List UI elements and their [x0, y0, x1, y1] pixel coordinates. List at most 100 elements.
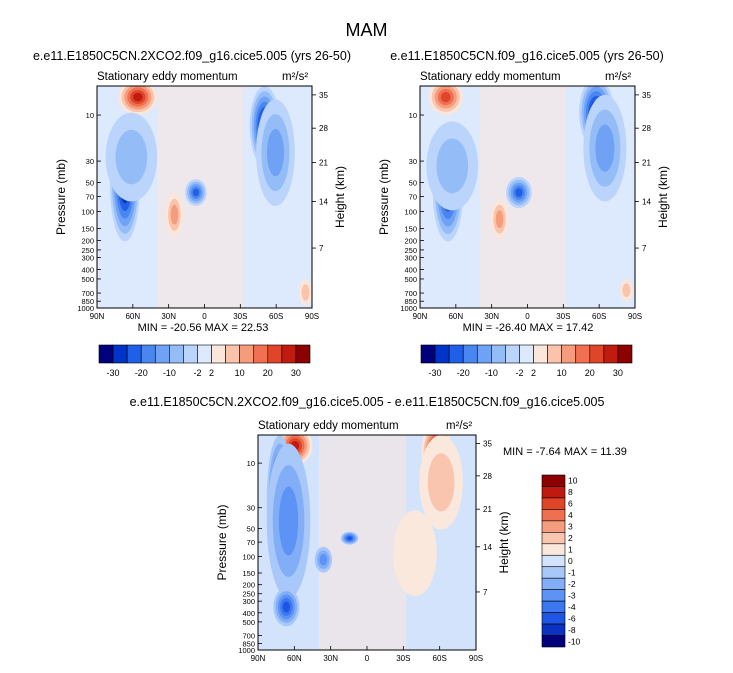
- panel-left-ytick-label: 300: [81, 254, 94, 263]
- panel-right-ytick-label: 700: [404, 289, 417, 298]
- panel-right-colorbar-swatch: [561, 344, 577, 364]
- panel-diff-ytick-label: 400: [242, 609, 255, 618]
- panel-left-colorbar-swatch: [197, 344, 212, 364]
- panel-diff-height-tick-label: 7: [483, 588, 488, 597]
- panel-left-colorbar-swatch: [225, 344, 240, 364]
- panel-right-ytick-label: 30: [409, 157, 417, 166]
- panel-diff-colorbar: [541, 474, 566, 648]
- panel-left-colorbar-swatch: [140, 344, 156, 364]
- panel-right-height-tick-label: 7: [642, 244, 647, 253]
- panel-right-colorbar-swatch: [462, 344, 478, 364]
- panel-left-colorbar-label: -2: [193, 368, 201, 378]
- panel-right-colorbar-swatch: [575, 344, 591, 364]
- panel-diff-ytick-label: 1000: [238, 646, 255, 655]
- panel-right-colorbar-label: -30: [429, 368, 442, 378]
- panel-diff-colorbar-label: -3: [568, 590, 576, 600]
- panel-diff-ytick-label: 250: [242, 590, 255, 599]
- panel-right-xtick-label: 60N: [448, 312, 463, 321]
- panel-left-contour-2-2: [115, 129, 148, 185]
- panel-diff-ytick-label: 200: [242, 581, 255, 590]
- panel-right-colorbar-label: 20: [585, 368, 595, 378]
- panel-left-colorbar-swatch: [126, 344, 142, 364]
- panel-left-colorbar-label: -30: [107, 368, 120, 378]
- panel-right-ytick-label: 200: [404, 237, 417, 246]
- panel-diff-contour-8-1: [393, 510, 437, 597]
- panel-diff-xtick-label: 60S: [433, 654, 447, 663]
- panel-left-ytick-label: 150: [81, 225, 94, 234]
- panel-right-xtick-label: 90S: [628, 312, 642, 321]
- panel-left-xtick-label: 90N: [90, 312, 105, 321]
- panel-left-colorbar-label: -10: [163, 368, 176, 378]
- panel-diff-colorbar-swatch: [541, 543, 566, 556]
- panel-diff-xtick-label: 60N: [287, 654, 302, 663]
- panel-diff-colorbar-swatch: [541, 566, 566, 579]
- panel-right-height-tick-label: 14: [642, 197, 651, 206]
- panel-diff-xtick-label: 30S: [396, 654, 410, 663]
- panel-diff-colorbar-label: -2: [568, 579, 576, 589]
- panel-diff-colorbar-label: -6: [568, 613, 576, 623]
- panel-right-height-tick-label: 35: [642, 91, 651, 100]
- panel-right-field: [420, 86, 635, 308]
- panel-right-height-tick-label: 21: [642, 159, 651, 168]
- panel-right-contour-4-3: [495, 210, 504, 229]
- panel-right-ytick-label: 400: [404, 266, 417, 275]
- panel-diff-colorbar-swatch: [541, 486, 566, 499]
- panel-left-colorbar-swatch: [239, 344, 255, 364]
- panel-right-contour-0-5: [440, 92, 451, 103]
- panel-left-ylabel-right: Height (km): [333, 166, 347, 228]
- panel-diff-field: [258, 435, 476, 650]
- panel-right-ytick-label: 100: [404, 208, 417, 217]
- panel-left-colorbar-swatch: [169, 344, 184, 364]
- panel-right-colorbar-swatch: [589, 344, 605, 364]
- panel-left-colorbar-swatch: [211, 344, 226, 364]
- panel-right-title: e.e11.E1850C5CN.f09_g16.cice5.005 (yrs 2…: [390, 49, 664, 63]
- panel-left-colorbar-swatch: [112, 344, 128, 364]
- panel-diff-units: m²/s²: [446, 420, 472, 432]
- panel-right-colorbar-label: -10: [485, 368, 498, 378]
- panel-left-minmax: MIN = -20.56 MAX = 22.53: [138, 322, 269, 334]
- panel-right-colorbar-swatch: [617, 344, 633, 364]
- panel-left-xtick-label: 60N: [125, 312, 140, 321]
- panel-right-colorbar-swatch: [505, 344, 520, 364]
- panel-diff-ylabel-right: Height (km): [497, 511, 511, 573]
- panel-diff-colorbar-swatch: [541, 474, 566, 487]
- panel-diff-height-tick-label: 35: [483, 440, 492, 449]
- panel-right-height-tick-label: 28: [642, 124, 651, 133]
- panel-diff-height-tick-label: 28: [483, 472, 492, 481]
- panel-left-ytick-label: 200: [81, 237, 94, 246]
- panel-right-contour-3-5: [515, 188, 523, 197]
- panel-diff-colorbar-label: 1: [568, 545, 573, 555]
- panel-right-xtick-label: 0: [525, 312, 530, 321]
- panel-right-colorbar-swatch: [533, 344, 548, 364]
- panel-left-ytick-label: 250: [81, 246, 94, 255]
- panel-left-xtick-label: 0: [202, 312, 207, 321]
- panel-diff-colorbar-label: -1: [568, 567, 576, 577]
- panel-diff-colorbar-swatch: [541, 520, 566, 533]
- panel-left-height-tick-label: 14: [319, 197, 328, 206]
- panel-left-colorbar-swatch: [98, 344, 114, 364]
- panel-diff-colorbar-swatch: [541, 612, 566, 625]
- panel-left-xtick-label: 30S: [233, 312, 247, 321]
- panel-left-ytick-label: 700: [81, 289, 94, 298]
- panel-right-colorbar-label: -20: [457, 368, 470, 378]
- panel-left-units: m²/s²: [282, 71, 308, 83]
- panel-right-ytick-label: 150: [404, 225, 417, 234]
- panel-diff-contour-7-2: [427, 453, 455, 512]
- panel-left-ytick-label: 850: [81, 297, 94, 306]
- panel-right-contour-6-3: [595, 124, 615, 172]
- panel-diff-ytick-label: 70: [247, 538, 255, 547]
- panel-right-colorbar-label: 2: [531, 368, 536, 378]
- panel-diff-height-tick-label: 21: [483, 505, 492, 514]
- panel-left-ytick-label: 1000: [77, 304, 94, 313]
- panel-right-ytick-label: 10: [409, 111, 417, 120]
- panel-right-ytick-label: 50: [409, 178, 417, 187]
- panel-left-ytick-label: 100: [81, 208, 94, 217]
- panel-right-ytick-label: 300: [404, 254, 417, 263]
- panel-diff-xtick-label: 0: [365, 654, 370, 663]
- panel-right-colorbar-swatch: [434, 344, 450, 364]
- panel-right-ytick-label: 500: [404, 275, 417, 284]
- panel-diff-colorbar-label: 3: [568, 522, 573, 532]
- panel-right-colorbar-swatch: [519, 344, 534, 364]
- panel-right-ytick-label: 250: [404, 246, 417, 255]
- panel-right-xtick-label: 30S: [556, 312, 570, 321]
